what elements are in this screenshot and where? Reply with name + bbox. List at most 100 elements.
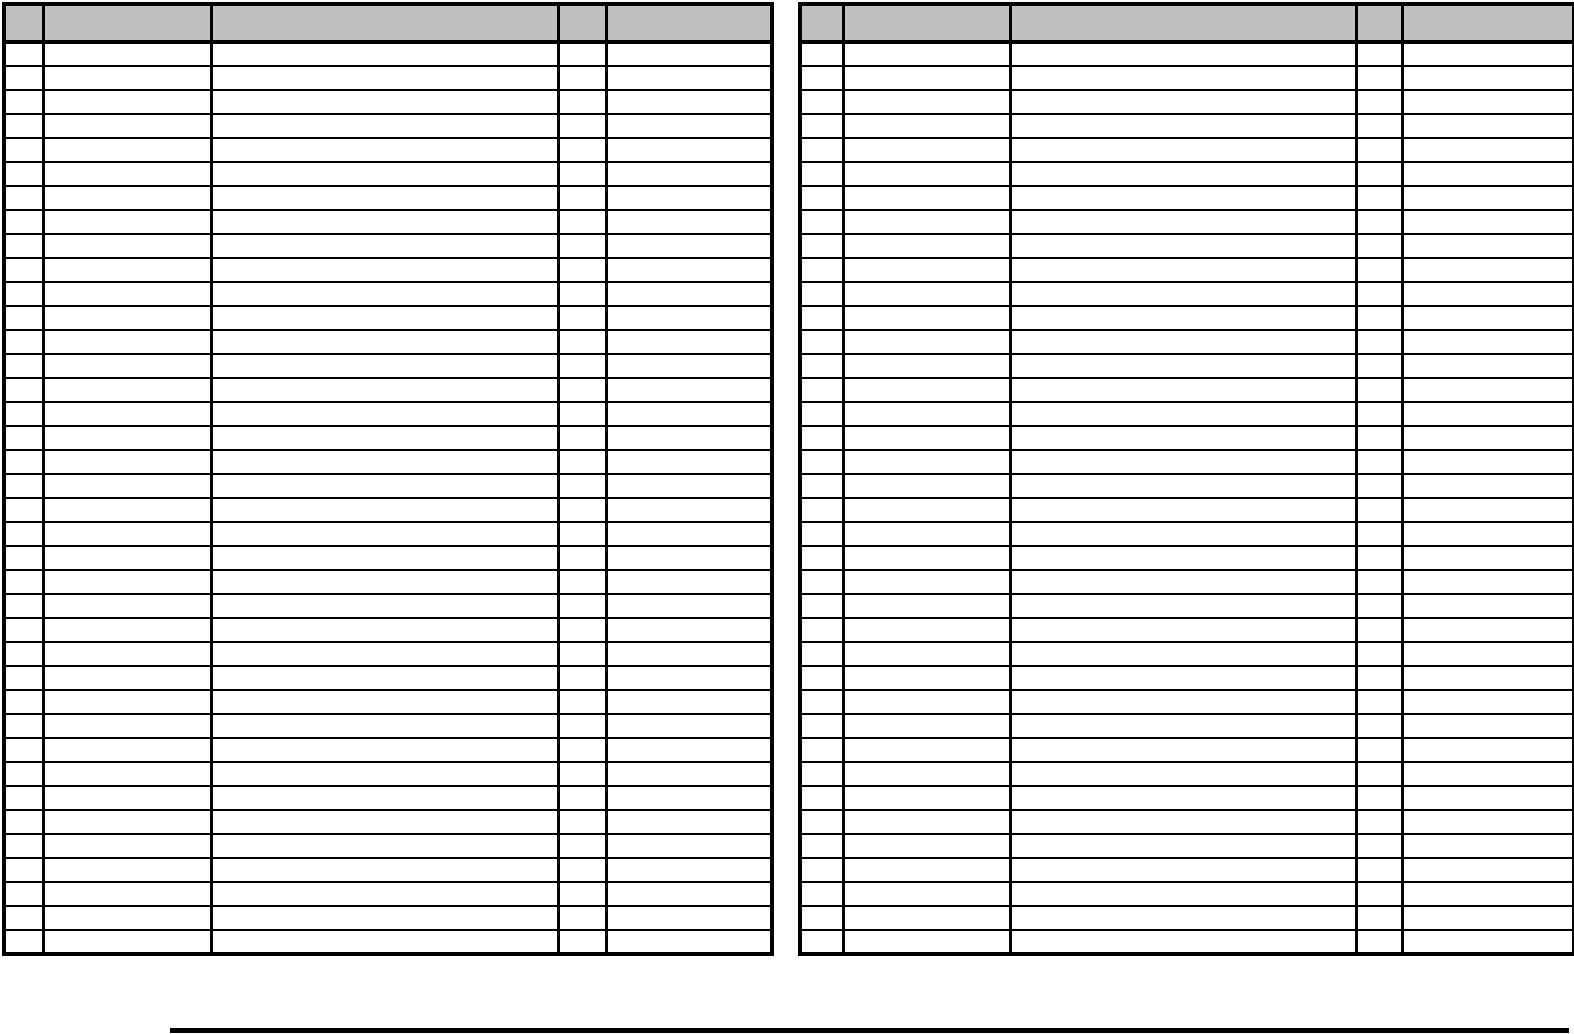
empty-cell [604,641,774,667]
table-row [798,617,1574,643]
table-row [2,905,774,931]
empty-cell [841,809,1012,835]
empty-cell [1008,65,1358,91]
empty-cell [1008,617,1358,643]
empty-cell [1008,185,1358,211]
empty-cell [1008,329,1358,355]
empty-cell [1354,113,1404,139]
empty-cell [798,377,845,403]
empty-cell [1400,113,1574,139]
left-table-header-row [2,2,774,44]
empty-cell [41,65,213,91]
empty-cell [604,665,774,691]
empty-cell [1400,761,1574,787]
empty-cell [2,737,45,763]
empty-cell [209,353,560,379]
empty-cell [556,857,608,883]
empty-cell [841,689,1012,715]
table-row [798,425,1574,451]
table-row [798,689,1574,715]
empty-cell [604,113,774,139]
empty-cell [1008,857,1358,883]
empty-cell [1400,425,1574,451]
empty-cell [1354,329,1404,355]
empty-cell [556,353,608,379]
empty-cell [1008,353,1358,379]
table-row [798,737,1574,763]
empty-cell [604,785,774,811]
empty-cell [2,137,45,163]
empty-cell [798,569,845,595]
table-row [2,809,774,835]
empty-cell [1354,713,1404,739]
table-row [798,497,1574,523]
table-row [2,665,774,691]
empty-cell [1354,137,1404,163]
table-row [798,377,1574,403]
empty-cell [556,65,608,91]
table-row [2,41,774,67]
empty-cell [41,233,213,259]
table-row [798,809,1574,835]
table-row [798,905,1574,931]
empty-cell [41,137,213,163]
empty-cell [41,185,213,211]
empty-cell [841,137,1012,163]
empty-cell [556,209,608,235]
empty-cell [798,521,845,547]
empty-cell [2,209,45,235]
table-row [2,857,774,883]
empty-cell [1008,449,1358,475]
empty-cell [1354,929,1404,955]
empty-cell [1400,641,1574,667]
empty-cell [556,521,608,547]
empty-cell [1354,689,1404,715]
empty-cell [798,689,845,715]
empty-cell [798,281,845,307]
empty-cell [604,881,774,907]
empty-cell [556,545,608,571]
empty-cell [2,497,45,523]
empty-cell [556,449,608,475]
empty-cell [556,401,608,427]
empty-cell [2,377,45,403]
empty-cell [841,593,1012,619]
empty-cell [41,473,213,499]
empty-cell [798,833,845,859]
empty-cell [209,497,560,523]
empty-cell [841,641,1012,667]
empty-cell [1400,401,1574,427]
table-row [2,137,774,163]
table-row [2,929,774,955]
empty-cell [556,665,608,691]
table-row [2,233,774,259]
empty-cell [841,185,1012,211]
empty-cell [1400,905,1574,931]
empty-cell [841,329,1012,355]
empty-cell [2,689,45,715]
empty-cell [209,785,560,811]
empty-cell [2,113,45,139]
empty-cell [41,113,213,139]
empty-cell [841,41,1012,67]
empty-cell [1400,617,1574,643]
table-row [798,401,1574,427]
empty-cell [209,473,560,499]
table-row [798,113,1574,139]
empty-cell [604,449,774,475]
table-row [2,617,774,643]
empty-cell [798,233,845,259]
table-row [798,353,1574,379]
header-cell [1354,2,1404,44]
empty-cell [41,401,213,427]
empty-cell [604,521,774,547]
table-row [2,641,774,667]
empty-cell [1400,473,1574,499]
empty-cell [2,233,45,259]
empty-cell [841,89,1012,115]
header-cell [41,2,213,44]
empty-cell [209,425,560,451]
empty-cell [798,161,845,187]
empty-cell [1400,305,1574,331]
empty-cell [604,377,774,403]
